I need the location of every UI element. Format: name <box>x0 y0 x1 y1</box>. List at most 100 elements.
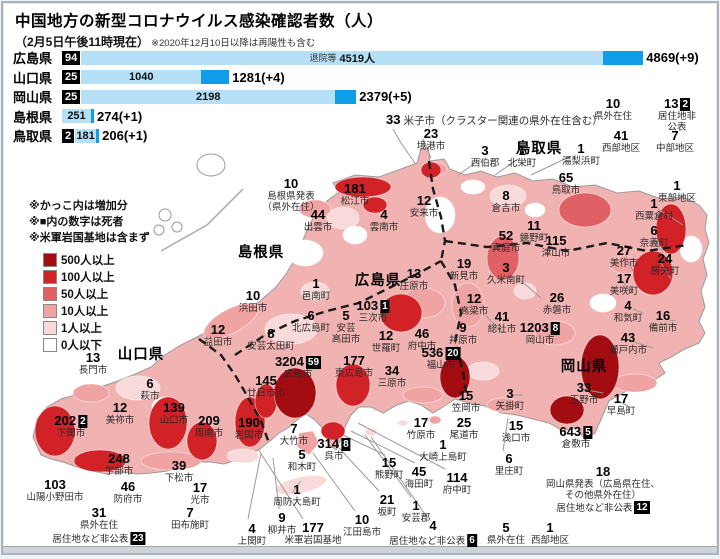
bar-pref-label: 島根県 <box>13 109 53 125</box>
footnote-1: ※かっこ内は増加分 <box>29 200 128 212</box>
map-label: 5 和木町 <box>288 446 317 474</box>
map-label: 15 笠岡市 <box>452 387 481 415</box>
map-label: 17 竹原市 <box>407 414 436 442</box>
prefecture-borders <box>198 160 688 444</box>
map-label: 202 2 下関市 <box>54 412 88 440</box>
map-label: 4 和気町 <box>614 297 643 325</box>
oki-islands-inset <box>153 153 244 252</box>
map-label-name: 奈義町 <box>639 238 669 250</box>
map-label-value: 1 <box>312 276 320 291</box>
map-label-name: 久米南町 <box>486 275 526 287</box>
chugoku-map-svg <box>32 128 710 520</box>
map-label: 34 三原市 <box>378 362 407 390</box>
bar-row: 岡山県 25 2198 2379(+5) <box>13 89 711 105</box>
map-label-name: 勝央町 <box>650 266 680 278</box>
map-label-name: 浅口市 <box>501 433 531 445</box>
map-label: 9 柳井市 <box>268 509 297 537</box>
bar-recovered-segment: 1040 <box>81 70 202 84</box>
map-label: 31 県外在住 居住地など非公表 23 <box>52 504 146 545</box>
map-label: 41 西部地区 <box>602 127 640 155</box>
prefecture-label: 山口県 <box>117 347 165 363</box>
map-label-value: 44 <box>310 207 326 222</box>
map-label-name: 県外在住 <box>593 111 633 123</box>
map-label-name: 宇部市 <box>104 466 134 478</box>
map-label-value: 18 <box>595 464 611 479</box>
bar: 2198 <box>81 89 357 104</box>
legend-swatch <box>43 269 57 284</box>
legend-row: 50人以上 <box>43 285 115 302</box>
map-label-value: 6 <box>505 451 513 466</box>
map-label-value: 46 <box>120 479 136 494</box>
bar-total-label: 4869(+9) <box>646 50 699 65</box>
bar-active-segment <box>603 50 644 65</box>
bar-recovered-value: 181 <box>76 129 95 142</box>
map-label-name: 長門市 <box>78 365 108 377</box>
prefecture-label: 岡山県 <box>560 359 608 375</box>
map-label-value: 43 <box>620 330 636 345</box>
map-label: 17 早島町 <box>607 390 636 418</box>
map-label: 3 久米南町 <box>487 259 525 287</box>
map-label: 190 岩国市 <box>235 414 264 442</box>
map-label: 12 益田市 <box>204 321 233 349</box>
map-label: 3 矢掛町 <box>496 385 525 413</box>
map-label-value: 23 <box>423 126 439 141</box>
map-label-value: 7 <box>186 505 194 520</box>
map-label-name: 下松市 <box>164 473 194 485</box>
map-label: 643 5 倉敷市 <box>559 423 593 451</box>
map-label-value: 6 <box>307 308 315 323</box>
map-label-value: 15 <box>458 388 474 403</box>
bar-pref-label: 岡山県 <box>13 90 53 105</box>
leader-lines <box>247 128 684 520</box>
map-label: 1 西部地区 <box>531 519 569 547</box>
bar-recovered-value: 4519人 <box>339 52 375 65</box>
map-label-value: 1 <box>673 178 681 193</box>
map-label: 10 江田島市 <box>343 511 381 539</box>
map-label: 43 瀬戸内市 <box>609 329 647 357</box>
map-label: 10 浜田市 <box>239 287 268 315</box>
legend-swatch <box>43 286 57 301</box>
bar: 退院等 4519人 <box>81 50 644 65</box>
map-label: 6 里庄町 <box>495 450 524 478</box>
map-label: 4 居住地など非公表 6 <box>389 517 477 548</box>
map-label: 39 下松市 <box>165 457 194 485</box>
map-label-value: 9 <box>459 320 467 335</box>
deaths-box: 94 <box>62 50 81 65</box>
legend-row: 1人以上 <box>43 319 115 336</box>
map-label-value: 248 <box>108 451 130 466</box>
map-label: 12 美祢市 <box>106 399 135 427</box>
map-label-deaths-box: 23 <box>130 531 146 545</box>
legend-label: 10人以上 <box>61 305 109 318</box>
map-label-name: 周南市 <box>194 428 224 440</box>
map-label: 7 大竹市 <box>280 420 309 448</box>
bar-active-segment <box>335 89 357 104</box>
map-label-value: 13 <box>406 266 422 281</box>
legend-swatch <box>43 252 57 267</box>
map-label: 1203 8 岡山市 <box>520 319 561 347</box>
map-label: 6 萩市 <box>140 375 159 403</box>
map-label: 16 備前市 <box>649 307 678 335</box>
map-label-name: 世羅町 <box>371 343 401 355</box>
map-label-value: 17 <box>616 271 632 286</box>
map-label-value: 8 <box>502 188 510 203</box>
map-label-value: 209 <box>198 413 220 428</box>
map-label: 23 境港市 <box>417 125 446 153</box>
map-label-name: 府中市 <box>407 341 437 353</box>
map-label-deaths-box: 2 <box>680 98 691 111</box>
map-label: 209 周南市 <box>195 412 224 440</box>
bar-total-label: 1281(+4) <box>232 69 285 85</box>
subtitle-time: （2月5日午後11時現在） <box>15 35 150 49</box>
map-label: 248 宇部市 <box>105 450 134 478</box>
map-label-value: 181 <box>344 181 366 196</box>
map-label: 1 湯梨浜町 <box>562 140 600 168</box>
map-label-value: 1 <box>439 437 447 452</box>
legend-row: 10人以上 <box>43 302 115 319</box>
prefecture-bar-chart: 広島県 94 退院等 4519人 4869(+9) 山口県 25 1040 1281(+4) 岡山… <box>13 50 711 148</box>
chugoku-map: 島根県 鳥取県 広島県 山口県 岡山県 33 米子市（クラスター関連の県外在住含む） 10 県外… <box>3 3 717 553</box>
prefecture-label: 鳥取県 <box>515 141 563 157</box>
map-label-value: 1 <box>412 498 420 513</box>
map-label-value: 12 <box>466 291 482 306</box>
map-label-name: 北栄町 <box>507 158 537 170</box>
map-label-name: 安芸太田町 <box>247 341 295 353</box>
bar-active-segment <box>96 128 100 143</box>
map-label: 15 浅口市 <box>502 417 531 445</box>
